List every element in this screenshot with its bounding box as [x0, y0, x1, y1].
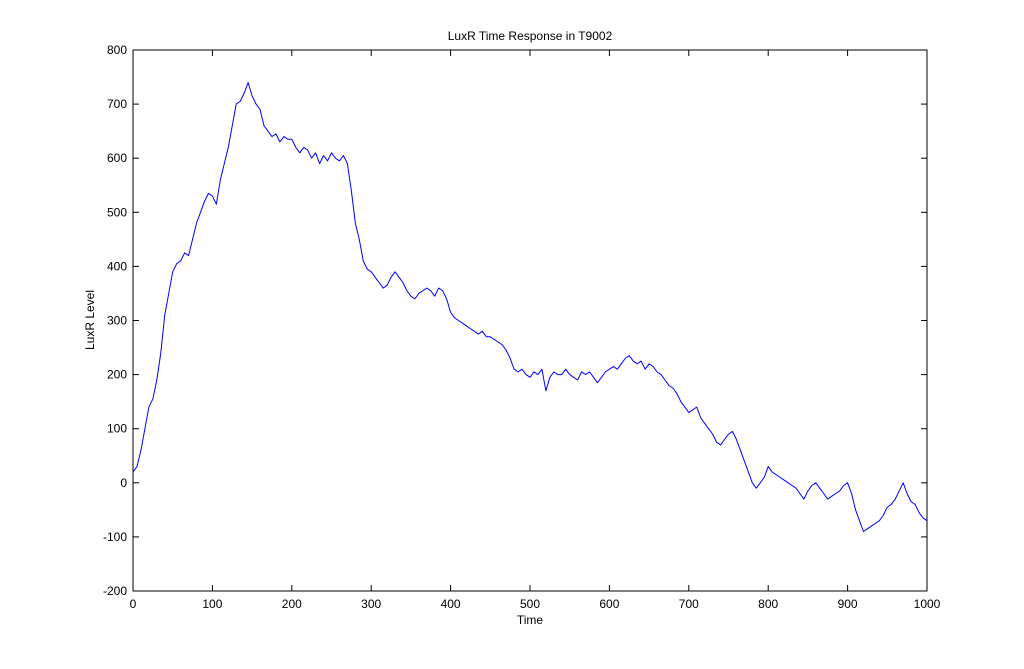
x-tick-label: 400: [441, 597, 461, 611]
x-tick-label: 600: [599, 597, 619, 611]
y-tick-label: 500: [107, 205, 127, 219]
y-tick-label: 600: [107, 151, 127, 165]
x-tick-label: 1000: [914, 597, 941, 611]
series-line-1: [132, 81, 928, 532]
y-tick-label: 100: [107, 422, 127, 436]
plot-area: [133, 50, 927, 591]
chart-title: LuxR Time Response in T9002: [448, 29, 613, 43]
y-axis-title: LuxR Level: [83, 290, 97, 350]
y-tick-label: -100: [103, 530, 127, 544]
x-axis-title: Time: [517, 613, 544, 627]
y-tick-label: 0: [120, 476, 127, 490]
y-tick-label: 700: [107, 97, 127, 111]
y-tick-label: 300: [107, 314, 127, 328]
y-tick-label: 800: [107, 43, 127, 57]
y-tick-label: 200: [107, 368, 127, 382]
x-tick-label: 100: [202, 597, 222, 611]
x-tick-label: 700: [679, 597, 699, 611]
x-tick-label: 200: [282, 597, 302, 611]
x-tick-label: 500: [520, 597, 540, 611]
x-tick-label: 0: [130, 597, 137, 611]
x-tick-label: 300: [361, 597, 381, 611]
x-tick-label: 900: [838, 597, 858, 611]
y-tick-label: 400: [107, 259, 127, 273]
x-tick-label: 800: [758, 597, 778, 611]
y-tick-label: -200: [103, 584, 127, 598]
